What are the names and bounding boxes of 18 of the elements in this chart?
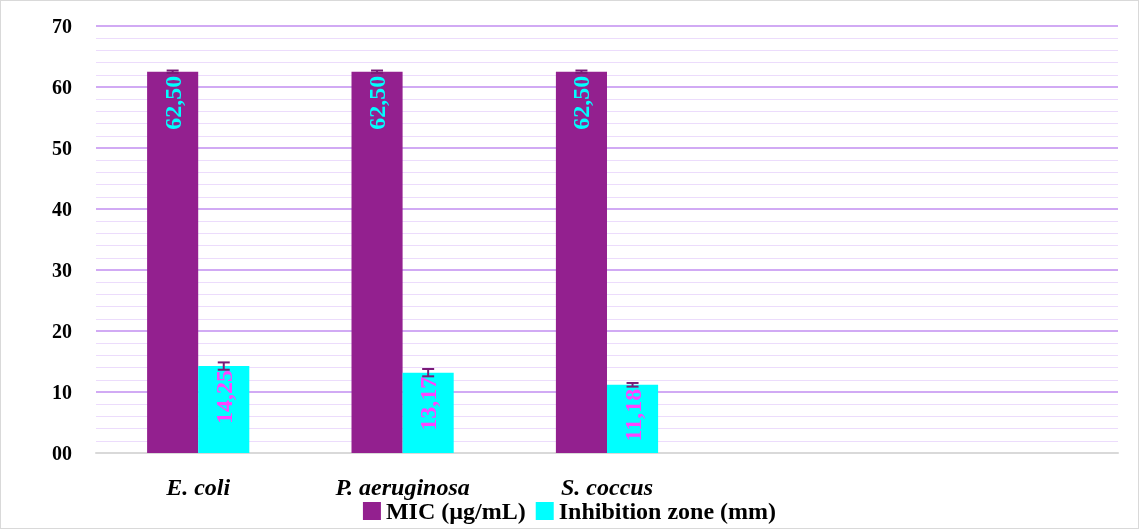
x-tick-label: E. coli (165, 474, 231, 500)
y-tick-label: 30 (52, 259, 72, 281)
data-label: 62,50 (364, 75, 391, 130)
y-tick-label: 20 (52, 320, 72, 342)
data-label: 14,25 (210, 370, 237, 425)
y-tick-label: 40 (52, 198, 72, 220)
data-label: 11,18 (619, 388, 646, 442)
x-tick-label: P. aeruginosa (334, 474, 470, 500)
data-label: 62,50 (568, 75, 595, 130)
y-tick-label: 60 (52, 76, 72, 98)
y-tick-label: 50 (52, 137, 72, 159)
legend-label: Inhibition zone (mm) (558, 498, 777, 524)
x-tick-label: S. coccus (561, 474, 653, 500)
y-tick-label: 00 (52, 442, 72, 464)
y-tick-label: 10 (52, 381, 72, 403)
y-tick-label: 70 (52, 15, 72, 37)
data-label: 13,17 (415, 376, 442, 431)
data-label: 62,50 (159, 75, 186, 130)
